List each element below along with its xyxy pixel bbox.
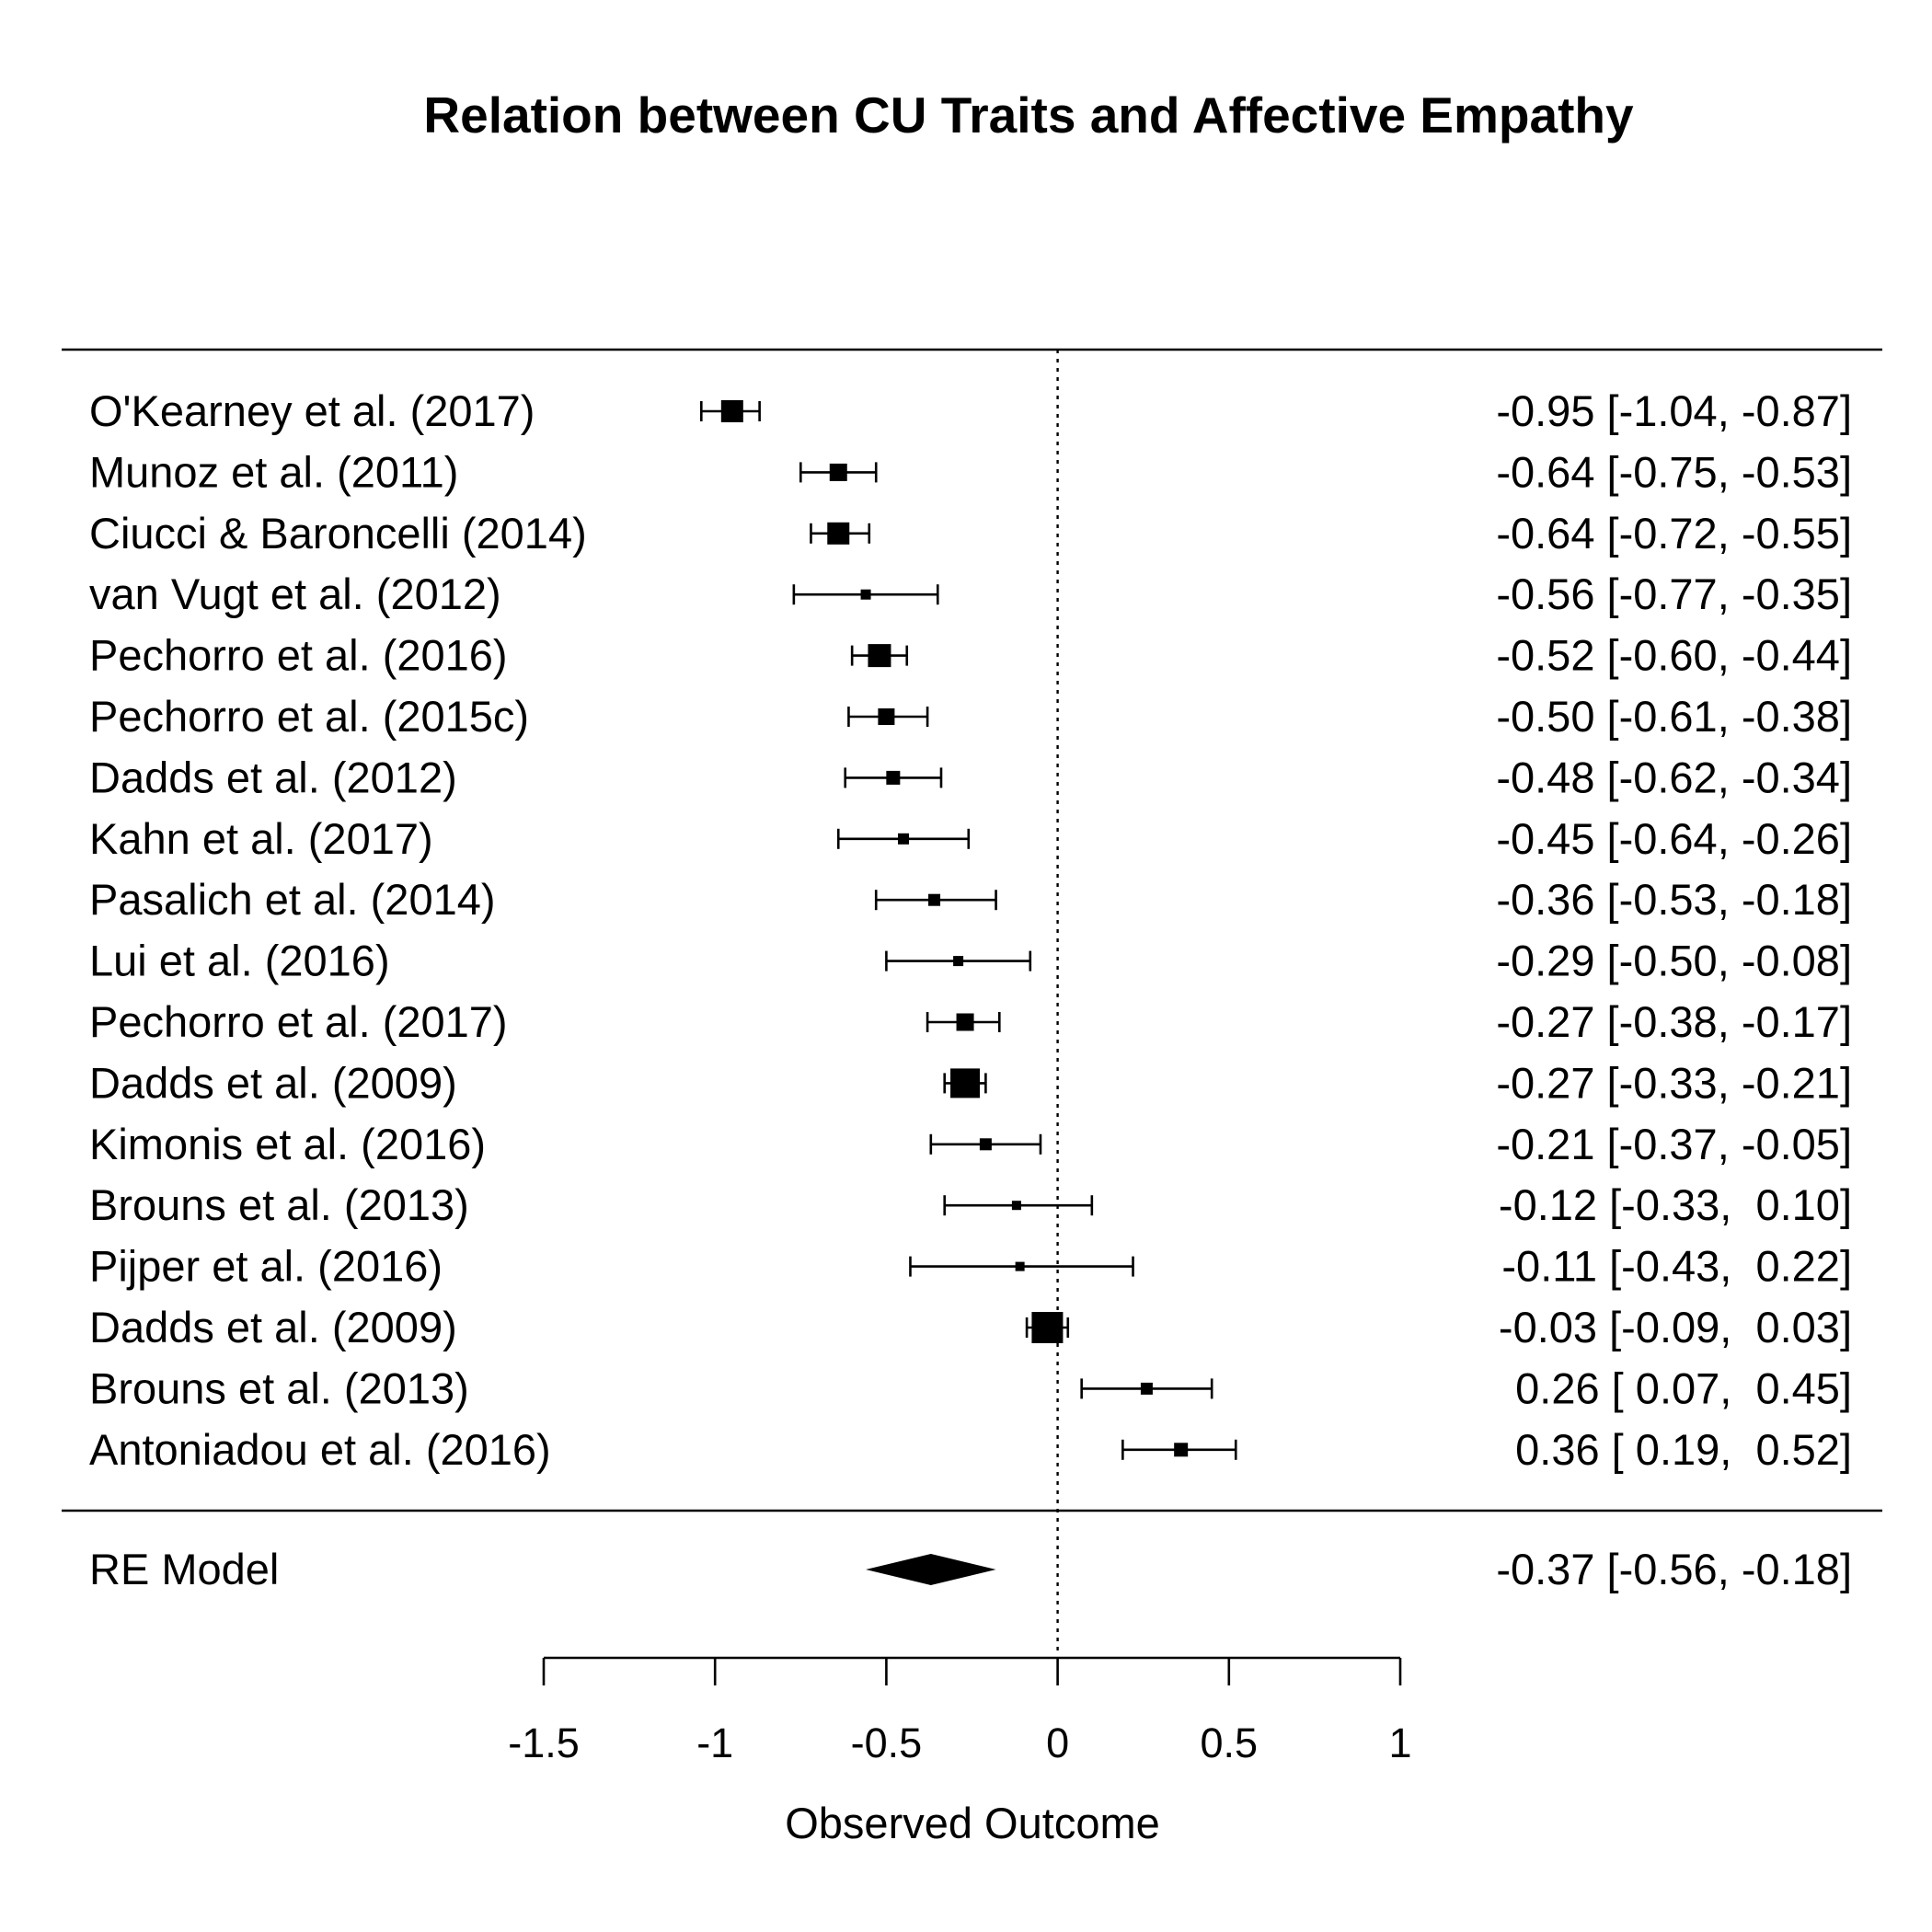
x-tick-label: -1.5 xyxy=(508,1719,580,1766)
study-label: Dadds et al. (2012) xyxy=(89,753,457,801)
study-label: Pasalich et al. (2014) xyxy=(89,875,496,924)
ci-text: -0.27 [-0.38, -0.17] xyxy=(1496,997,1852,1046)
study-label: Pijper et al. (2016) xyxy=(89,1242,443,1291)
ci-text: -0.52 [-0.60, -0.44] xyxy=(1496,631,1852,680)
summary-diamond xyxy=(866,1554,996,1585)
ci-text: -0.56 [-0.77, -0.35] xyxy=(1496,569,1852,618)
study-label: Kahn et al. (2017) xyxy=(89,814,433,863)
point-estimate xyxy=(1015,1261,1025,1271)
study-row: Antoniadou et al. (2016) 0.36 [ 0.19, 0.… xyxy=(89,1425,1852,1474)
x-tick-label: -0.5 xyxy=(851,1719,923,1766)
study-row: Pechorro et al. (2015c) -0.50 [-0.61, -0.… xyxy=(89,692,1852,741)
point-estimate xyxy=(1174,1443,1189,1457)
summary-ci-text: -0.37 [-0.56, -0.18] xyxy=(1496,1545,1852,1593)
point-estimate xyxy=(1011,1201,1021,1211)
study-row: Pijper et al. (2016) -0.11 [-0.43, 0.22] xyxy=(89,1242,1852,1291)
summary-row: RE Model -0.37 [-0.56, -0.18] xyxy=(89,1545,1852,1593)
ci-text: -0.95 [-1.04, -0.87] xyxy=(1496,386,1852,435)
ci-text: -0.45 [-0.64, -0.26] xyxy=(1496,814,1852,863)
study-row: Lui et al. (2016) -0.29 [-0.50, -0.08] xyxy=(89,937,1852,985)
study-row: Dadds et al. (2009) -0.03 [-0.09, 0.03] xyxy=(89,1303,1852,1351)
study-label: Pechorro et al. (2017) xyxy=(89,997,508,1046)
point-estimate xyxy=(953,956,964,967)
summary-label: RE Model xyxy=(89,1545,279,1593)
ci-text: -0.03 [-0.09, 0.03] xyxy=(1499,1303,1852,1351)
study-row: Ciucci & Baroncelli (2014) -0.64 [-0.72, … xyxy=(89,509,1852,558)
ci-text: 0.26 [ 0.07, 0.45] xyxy=(1503,1363,1852,1412)
study-row: Kimonis et al. (2016) -0.21 [-0.37, -0.05… xyxy=(89,1120,1852,1168)
ci-text: -0.36 [-0.53, -0.18] xyxy=(1496,875,1852,924)
study-label: Brouns et al. (2013) xyxy=(89,1180,469,1229)
study-label: Antoniadou et al. (2016) xyxy=(89,1425,551,1474)
x-tick-label: 1 xyxy=(1388,1719,1411,1766)
study-row: Dadds et al. (2012) -0.48 [-0.62, -0.34] xyxy=(89,753,1852,801)
x-axis-title: Observed Outcome xyxy=(785,1799,1160,1847)
point-estimate xyxy=(868,644,891,668)
ci-text: -0.50 [-0.61, -0.38] xyxy=(1496,692,1852,741)
point-estimate xyxy=(956,1013,974,1031)
study-row: Pasalich et al. (2014) -0.36 [-0.53, -0.1… xyxy=(89,875,1852,924)
study-rows: O'Kearney et al. (2017) -0.95 [-1.04, -0.… xyxy=(89,386,1852,1474)
study-row: Brouns et al. (2013) 0.26 [ 0.07, 0.45] xyxy=(89,1363,1852,1412)
study-label: Munoz et al. (2011) xyxy=(89,447,458,496)
point-estimate xyxy=(950,1068,981,1098)
point-estimate xyxy=(720,400,743,422)
point-estimate xyxy=(829,463,847,481)
x-tick-label: 0 xyxy=(1046,1719,1069,1766)
point-estimate xyxy=(898,833,910,845)
study-row: Kahn et al. (2017) -0.45 [-0.64, -0.26] xyxy=(89,814,1852,863)
point-estimate xyxy=(979,1138,992,1151)
x-tick-label: 0.5 xyxy=(1201,1719,1259,1766)
point-estimate xyxy=(878,708,895,725)
study-label: Dadds et al. (2009) xyxy=(89,1058,457,1107)
ci-text: 0.36 [ 0.19, 0.52] xyxy=(1503,1425,1852,1474)
ci-text: -0.64 [-0.75, -0.53] xyxy=(1496,447,1852,496)
ci-text: -0.21 [-0.37, -0.05] xyxy=(1496,1120,1852,1168)
study-label: Pechorro et al. (2016) xyxy=(89,631,508,680)
study-label: Brouns et al. (2013) xyxy=(89,1363,469,1412)
study-row: Dadds et al. (2009) -0.27 [-0.33, -0.21] xyxy=(89,1058,1852,1107)
ci-text: -0.12 [-0.33, 0.10] xyxy=(1499,1180,1852,1229)
ci-text: -0.64 [-0.72, -0.55] xyxy=(1496,509,1852,558)
study-label: Ciucci & Baroncelli (2014) xyxy=(89,509,587,558)
point-estimate xyxy=(886,770,901,785)
x-tick-label: -1 xyxy=(696,1719,733,1766)
study-row: Munoz et al. (2011) -0.64 [-0.75, -0.53] xyxy=(89,447,1852,496)
chart-title: Relation between CU Traits and Affective… xyxy=(423,86,1634,144)
ci-text: -0.11 [-0.43, 0.22] xyxy=(1501,1242,1852,1291)
point-estimate xyxy=(1031,1312,1064,1343)
study-label: Pechorro et al. (2015c) xyxy=(89,692,529,741)
study-label: Dadds et al. (2009) xyxy=(89,1303,457,1351)
x-axis: -1.5 -1 -0.5 0 0.5 1 xyxy=(508,1656,1412,1766)
point-estimate xyxy=(1140,1382,1153,1395)
study-row: O'Kearney et al. (2017) -0.95 [-1.04, -0.… xyxy=(89,386,1852,435)
point-estimate xyxy=(860,589,871,600)
point-estimate xyxy=(827,522,850,545)
study-label: Kimonis et al. (2016) xyxy=(89,1120,486,1168)
study-row: Pechorro et al. (2016) -0.52 [-0.60, -0.4… xyxy=(89,631,1852,680)
study-row: Brouns et al. (2013) -0.12 [-0.33, 0.10] xyxy=(89,1180,1852,1229)
study-label: O'Kearney et al. (2017) xyxy=(89,386,535,435)
study-label: Lui et al. (2016) xyxy=(89,937,390,985)
study-label: van Vugt et al. (2012) xyxy=(89,569,501,618)
study-row: Pechorro et al. (2017) -0.27 [-0.38, -0.1… xyxy=(89,997,1852,1046)
ci-text: -0.27 [-0.33, -0.21] xyxy=(1496,1058,1852,1107)
point-estimate xyxy=(928,893,941,906)
study-row: van Vugt et al. (2012) -0.56 [-0.77, -0.3… xyxy=(89,569,1852,618)
ci-text: -0.48 [-0.62, -0.34] xyxy=(1496,753,1852,801)
ci-text: -0.29 [-0.50, -0.08] xyxy=(1496,937,1852,985)
